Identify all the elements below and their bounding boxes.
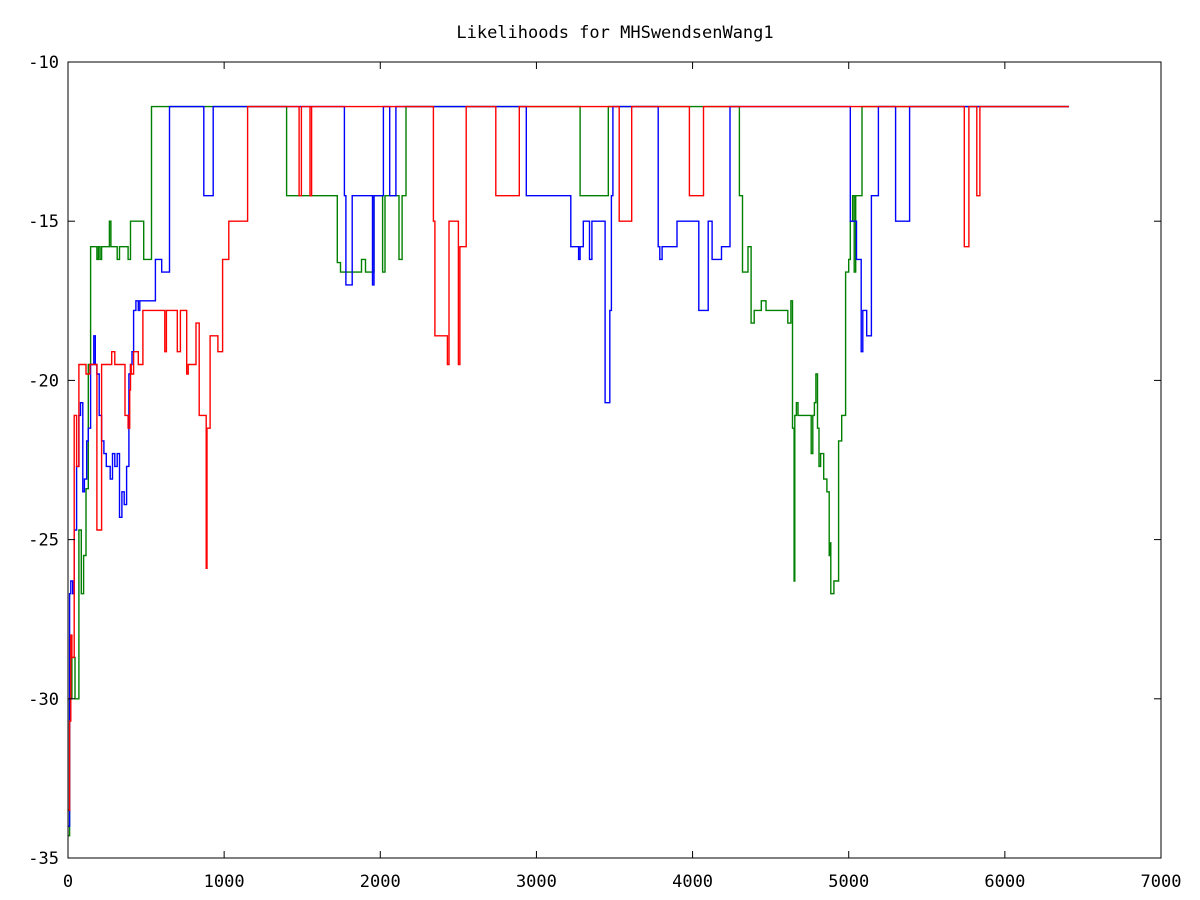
x-tick-label: 7000 xyxy=(1141,872,1182,892)
axis-layer: 0 1000 2000 3000 4000 5000 6000 7000 -35 -30 -25 -2… xyxy=(28,53,1181,892)
y-tick-label: -30 xyxy=(28,690,59,710)
y-tick-label: -15 xyxy=(28,212,59,232)
series-layer xyxy=(68,105,1069,837)
x-tick-label: 1000 xyxy=(204,872,245,892)
y-tick-label: -25 xyxy=(28,531,59,551)
y-tick-label: -10 xyxy=(28,53,59,73)
x-tick-label: 5000 xyxy=(828,872,869,892)
y-tick-label: -20 xyxy=(28,371,59,391)
series-line-1 xyxy=(68,105,1069,837)
x-tick-label: 2000 xyxy=(360,872,401,892)
chart-title: Likelihoods for MHSwendsenWang1 xyxy=(456,23,773,43)
series-line-3 xyxy=(68,105,1069,811)
x-tick-label: 6000 xyxy=(984,872,1025,892)
x-tick-label: 4000 xyxy=(672,872,713,892)
series-line-2 xyxy=(68,105,1069,827)
y-tick-label: -35 xyxy=(28,849,59,869)
x-tick-label: 3000 xyxy=(516,872,557,892)
x-tick-label: 0 xyxy=(63,872,73,892)
plot-frame xyxy=(67,61,1162,859)
